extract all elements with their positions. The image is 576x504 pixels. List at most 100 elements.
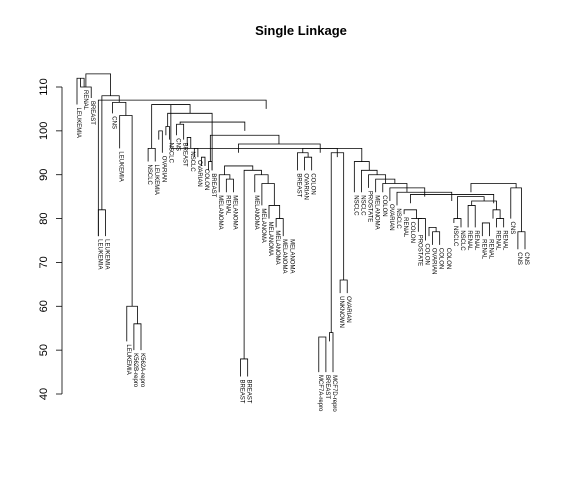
leaf-label: BREAST bbox=[295, 173, 301, 197]
leaf-label: COLON bbox=[381, 195, 387, 216]
dendrogram-merge bbox=[165, 126, 170, 140]
leaf-label: COLON bbox=[438, 248, 444, 269]
leaf-label: NSCLC bbox=[459, 230, 465, 251]
leaf-label: LEUKEMIA bbox=[125, 344, 131, 374]
leaf-label: PROSTATE bbox=[367, 191, 373, 222]
leaf-label: RENAL bbox=[224, 195, 230, 216]
dendrogram-merge bbox=[201, 156, 206, 166]
y-tick-label: 60 bbox=[38, 300, 50, 312]
leaf-label: CNS bbox=[523, 252, 529, 265]
y-tick-label: 110 bbox=[38, 78, 50, 96]
y-tick-label: 100 bbox=[38, 122, 50, 140]
y-tick-label: 40 bbox=[38, 388, 50, 400]
dendrogram-merge bbox=[471, 200, 497, 210]
dendrogram-merge bbox=[428, 226, 437, 237]
leaf-label: RENAL bbox=[473, 230, 479, 251]
leaf-label: NSCLC bbox=[167, 143, 173, 164]
dendrogram-merge bbox=[457, 196, 485, 219]
dendrogram-merge bbox=[225, 178, 234, 193]
leaf-label: RENAL bbox=[480, 239, 486, 260]
dendrogram-merge bbox=[186, 137, 192, 149]
leaf-label: MELANOMA bbox=[260, 208, 266, 242]
leaf-label: CNS bbox=[516, 252, 522, 265]
leaf-label: COLON bbox=[203, 169, 209, 190]
leaf-label: OVARIAN bbox=[303, 173, 309, 200]
dendrogram-merge bbox=[432, 231, 441, 245]
dendrogram-merge bbox=[147, 148, 156, 162]
leaf-label: COLON bbox=[445, 248, 451, 269]
leaf-label: COLON bbox=[310, 173, 316, 194]
dendrogram-merge bbox=[403, 209, 417, 219]
leaf-label: RENAL bbox=[82, 90, 88, 111]
leaf-label: LEUKEMIA bbox=[96, 239, 102, 269]
leaf-label: BREAST bbox=[89, 101, 95, 125]
leaf-label: MCF7A-repro bbox=[317, 375, 323, 412]
dendrogram-merge bbox=[297, 152, 309, 171]
leaf-label: COLON bbox=[423, 244, 429, 265]
dendrogram-merge bbox=[240, 358, 249, 377]
y-tick-label: 90 bbox=[38, 169, 50, 181]
leaf-label: NSCLC bbox=[395, 208, 401, 229]
leaf-label: MELANOMA bbox=[231, 195, 237, 229]
dendrogram-merge bbox=[329, 332, 334, 373]
dendrogram-merge bbox=[318, 336, 327, 373]
dendrogram-merge bbox=[85, 73, 111, 96]
leaf-label: MELANOMA bbox=[267, 222, 273, 256]
leaf-label: LEUKEMIA bbox=[103, 239, 109, 269]
dendrogram-merge bbox=[133, 323, 142, 351]
leaf-label: UNKNOWN bbox=[338, 296, 344, 328]
dendrogram-merge bbox=[261, 183, 275, 206]
y-tick-label: 80 bbox=[38, 212, 50, 224]
leaf-label: OVARIAN bbox=[160, 156, 166, 183]
dendrogram-merge bbox=[119, 115, 133, 307]
dendrogram-merge bbox=[467, 205, 476, 228]
leaf-label: OVARIAN bbox=[431, 248, 437, 275]
leaf-label: BREAST bbox=[182, 143, 188, 167]
leaf-label: NSCLC bbox=[452, 226, 458, 247]
leaf-label: LEUKEMIA bbox=[118, 151, 124, 181]
leaf-label: NSCLC bbox=[146, 165, 152, 186]
dendrogram-merge bbox=[470, 183, 517, 193]
leaf-label: RENAL bbox=[402, 217, 408, 238]
leaf-label: NSCLC bbox=[352, 195, 358, 216]
leaf-label: CNS bbox=[509, 222, 515, 235]
leaf-label: OVARIAN bbox=[388, 204, 394, 231]
leaf-label: OVARIAN bbox=[345, 296, 351, 323]
dendrogram-merge bbox=[268, 205, 281, 219]
leaf-label: RENAL bbox=[495, 230, 501, 251]
leaf-label: NSCLC bbox=[359, 195, 365, 216]
dendrogram-merge bbox=[243, 169, 262, 359]
dendrogram-merge bbox=[481, 222, 490, 237]
dendrogram-merge bbox=[97, 99, 267, 237]
leaf-label: MELANOMA bbox=[288, 239, 294, 273]
leaf-label: LEUKEMIA bbox=[153, 165, 159, 195]
dendrogram-merge bbox=[224, 165, 254, 175]
leaf-label: NSCLC bbox=[189, 151, 195, 172]
leaf-label: MELANOMA bbox=[281, 239, 287, 273]
leaf-label: PROSTATE bbox=[416, 235, 422, 266]
dendrogram-merge bbox=[158, 130, 163, 153]
dendrogram-merge bbox=[101, 95, 120, 210]
leaf-label: MELANOMA bbox=[274, 230, 280, 264]
leaf-label: MELANOMA bbox=[217, 195, 223, 229]
dendrogram-merge bbox=[218, 174, 231, 193]
y-axis: 40 50 60 70 80 90 100 110 bbox=[38, 78, 63, 400]
leaf-label: BREAST bbox=[210, 173, 216, 197]
y-tick-label: 50 bbox=[38, 344, 50, 356]
leaf-label: BREAST bbox=[239, 379, 245, 403]
leaf-label: K562B-repro bbox=[132, 353, 138, 388]
leaf-label: BREAST bbox=[324, 375, 330, 399]
dendrogram-merge bbox=[97, 209, 106, 237]
leaf-label: BREAST bbox=[246, 379, 252, 403]
dendrogram-merge bbox=[112, 101, 127, 116]
dendrogram-merge bbox=[361, 169, 378, 193]
dendrogram-branches bbox=[76, 73, 526, 377]
chart-title: Single Linkage bbox=[255, 23, 347, 38]
leaf-label: LEUKEMIA bbox=[75, 108, 81, 138]
dendrogram-merge bbox=[170, 104, 363, 162]
y-tick-label: 70 bbox=[38, 256, 50, 268]
leaf-label: RENAL bbox=[466, 230, 472, 251]
leaf-label: CNS bbox=[175, 138, 181, 151]
